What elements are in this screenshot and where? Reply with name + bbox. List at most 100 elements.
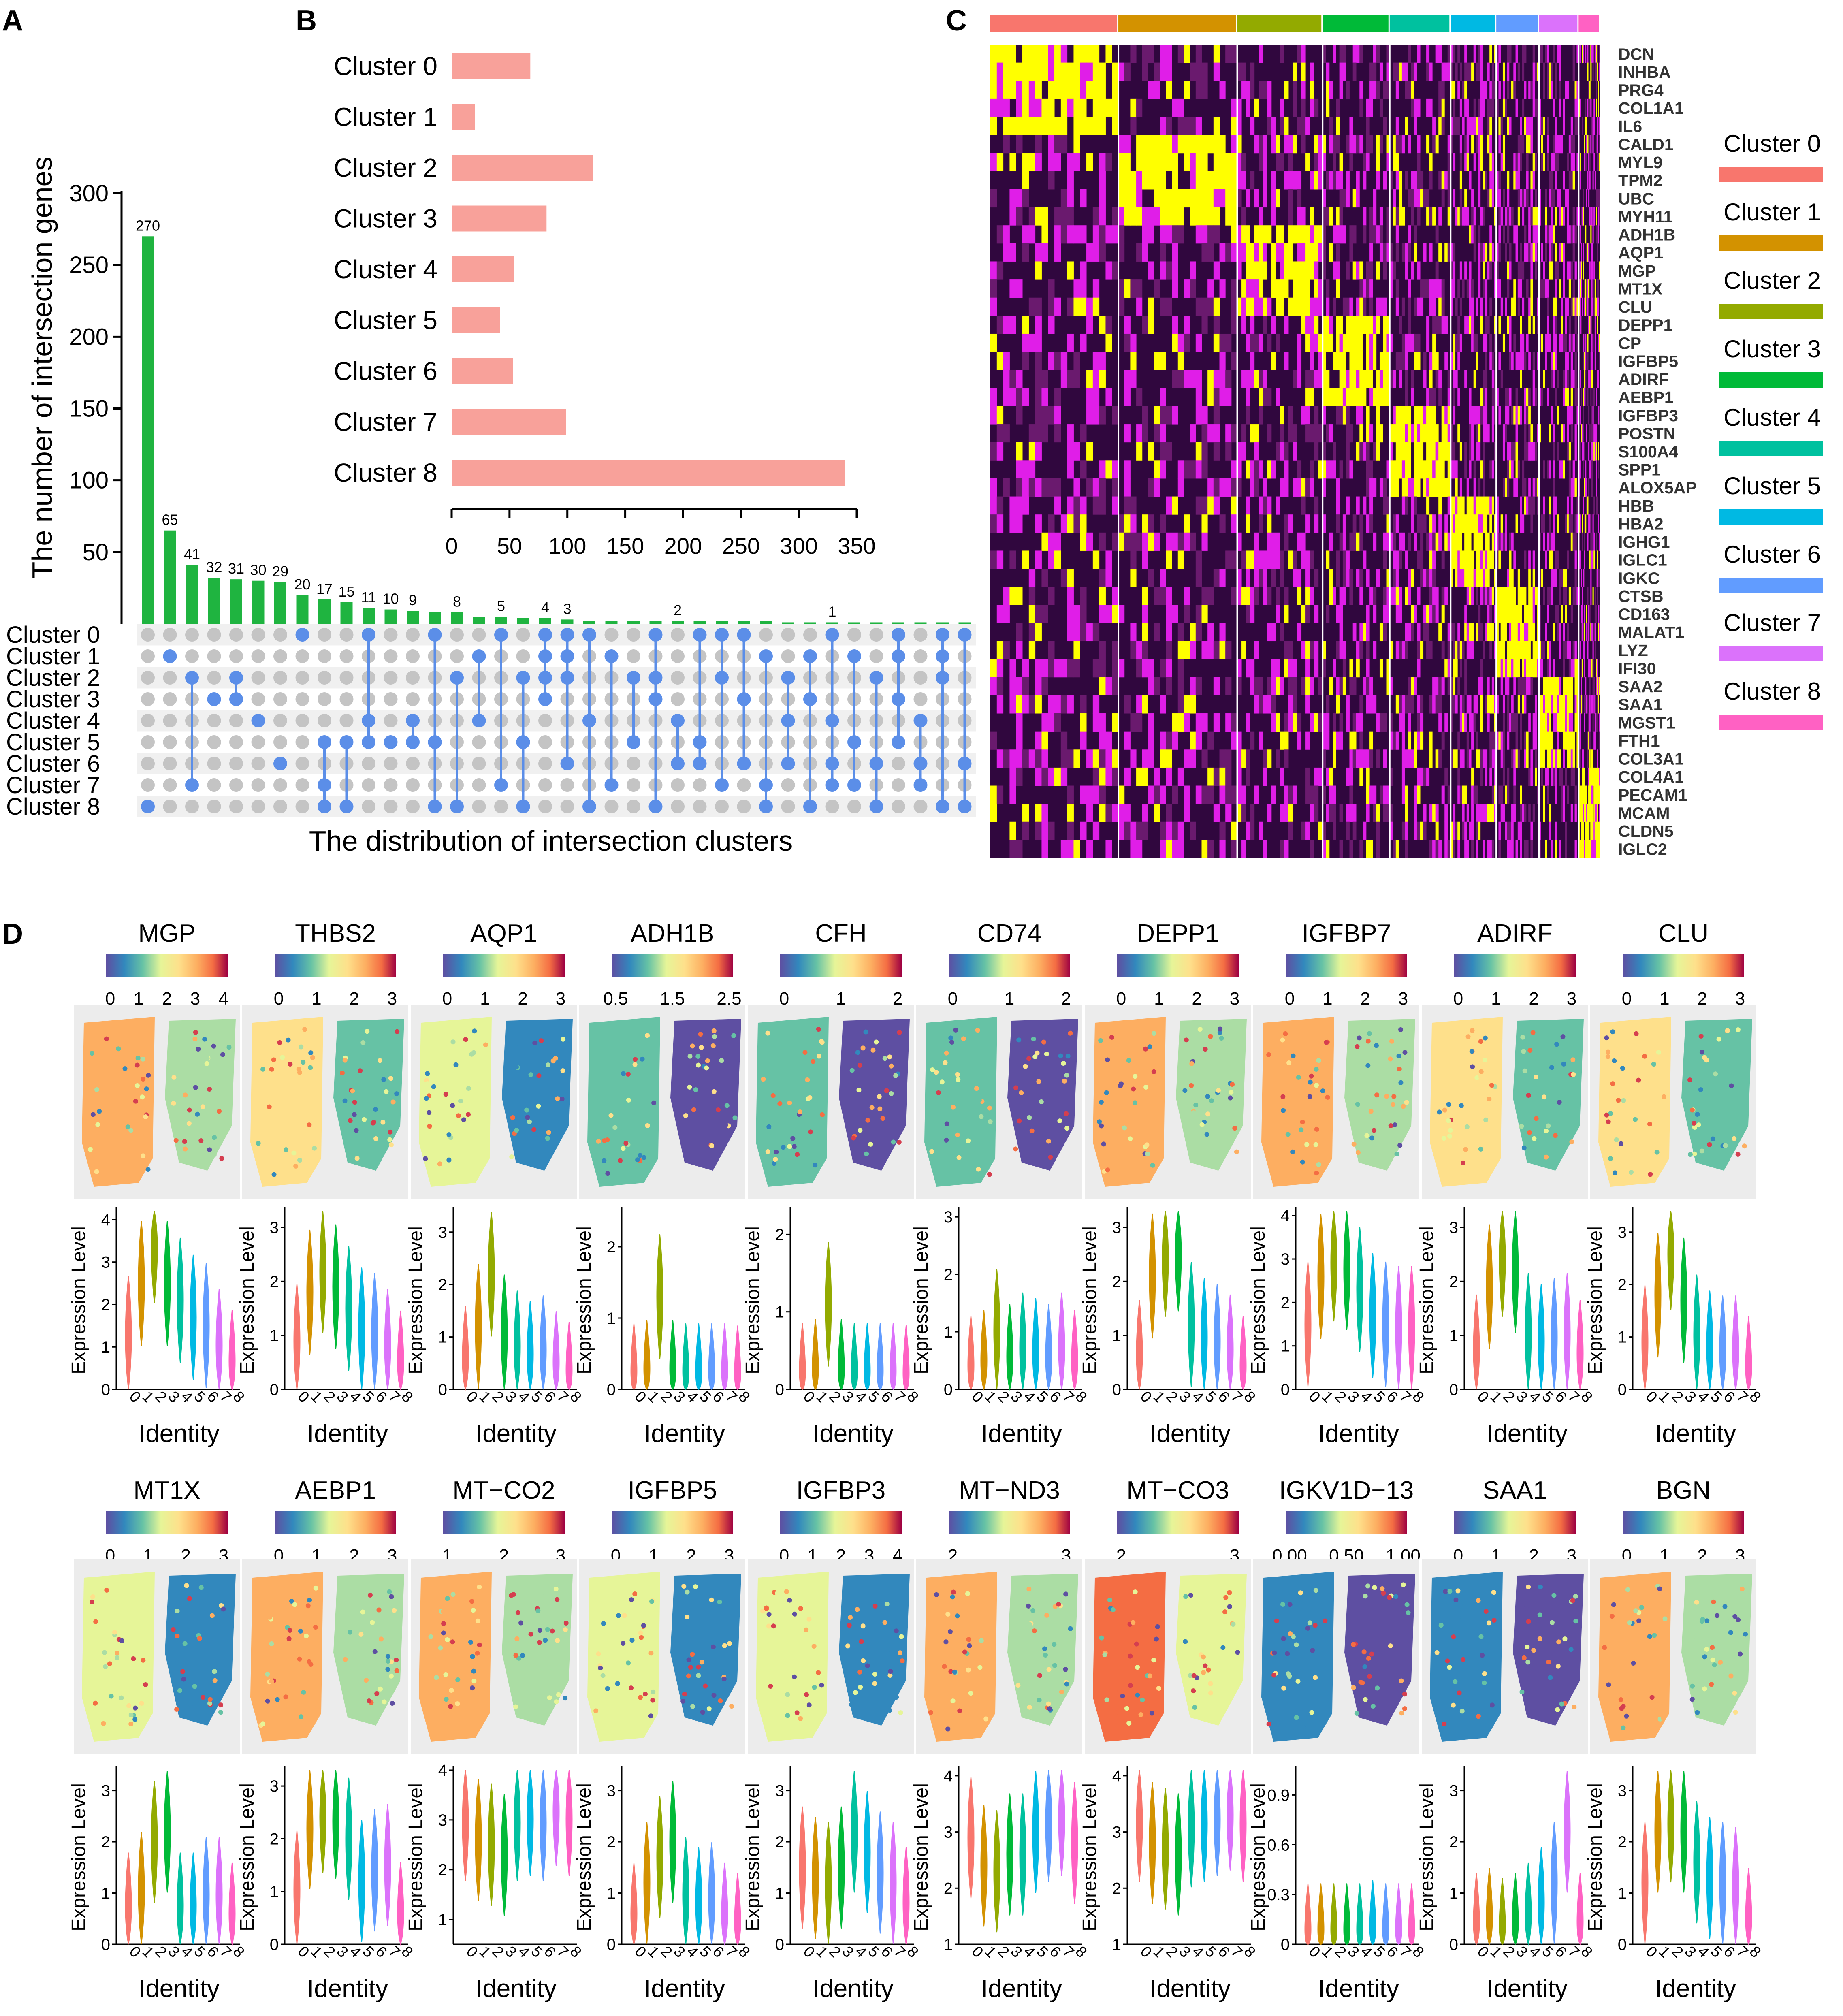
- heatmap-cell: [1464, 840, 1467, 858]
- matrix-dot-inactive: [538, 757, 552, 770]
- heatmap-cell: [1426, 62, 1430, 81]
- upset-bar: [340, 602, 353, 624]
- heatmap-cell: [1545, 550, 1547, 569]
- hbar: [452, 155, 593, 181]
- heatmap-cell: [1565, 695, 1567, 714]
- heatmap-cell: [1219, 333, 1226, 352]
- heatmap-cell: [1547, 677, 1549, 695]
- heatmap-cell: [1522, 478, 1525, 497]
- heatmap-cell: [1130, 532, 1137, 551]
- heatmap-cell: [1588, 243, 1590, 262]
- heatmap-cell: [1496, 659, 1499, 678]
- heatmap-cell: [1349, 749, 1353, 768]
- heatmap-cell: [1263, 297, 1267, 316]
- heatmap-cell: [1339, 840, 1343, 858]
- heatmap-cell: [1310, 587, 1314, 605]
- identity-tick-label: 0: [126, 1388, 144, 1406]
- heatmap-cell: [1389, 677, 1393, 695]
- heatmap-cell: [1462, 641, 1465, 659]
- heatmap-cell: [1329, 388, 1333, 406]
- heatmap-cell: [1393, 840, 1396, 858]
- tissue-spot: [134, 1083, 140, 1088]
- heatmap-cell: [1561, 695, 1563, 714]
- heatmap-cell: [1591, 767, 1593, 786]
- heatmap-cell: [1478, 532, 1481, 551]
- heatmap-cell: [1376, 261, 1380, 280]
- tissue-spot: [618, 1158, 623, 1163]
- heatmap-cell: [1539, 98, 1541, 117]
- heatmap-cell: [1399, 532, 1402, 551]
- heatmap-cell: [1466, 514, 1469, 533]
- heatmap-cell: [1041, 659, 1048, 678]
- heatmap-cell: [1099, 316, 1106, 334]
- heatmap-cell: [1485, 316, 1488, 334]
- heatmap-cell: [1092, 207, 1100, 226]
- heatmap-cell: [1339, 713, 1343, 732]
- heatmap-cell: [1369, 460, 1373, 479]
- panel-label-a: A: [2, 4, 23, 37]
- heatmap-cell: [1207, 207, 1214, 226]
- heatmap-cell: [1411, 749, 1414, 768]
- heatmap-cell: [1526, 605, 1529, 623]
- heatmap-cell: [1284, 587, 1289, 605]
- heatmap-cell: [1405, 117, 1408, 135]
- heatmap-cell: [1522, 261, 1525, 280]
- heatmap-cell: [1160, 62, 1166, 81]
- tissue-spot: [709, 1112, 715, 1118]
- heatmap-cell: [1478, 243, 1481, 262]
- heatmap-cell: [1154, 352, 1160, 370]
- heatmap-cell: [1405, 587, 1408, 605]
- tissue-spot: [200, 1104, 205, 1109]
- heatmap-cell: [1411, 62, 1414, 81]
- gene-label: PECAM1: [1618, 786, 1687, 804]
- heatmap-cell: [1356, 659, 1360, 678]
- heatmap-cell: [1471, 135, 1474, 154]
- heatmap-cell: [1494, 532, 1497, 551]
- heatmap-cell: [990, 333, 997, 352]
- heatmap-cell: [1528, 352, 1531, 370]
- heatmap-cell: [1009, 45, 1016, 63]
- heatmap-cell: [1585, 821, 1587, 840]
- heatmap-cell: [1441, 98, 1445, 117]
- heatmap-cell: [1401, 532, 1405, 551]
- heatmap-cell: [1464, 532, 1467, 551]
- heatmap-cell: [1349, 677, 1353, 695]
- heatmap-cell: [1366, 659, 1370, 678]
- heatmap-cell: [1408, 297, 1411, 316]
- heatmap-cell: [1259, 225, 1263, 244]
- heatmap-cell: [1225, 677, 1232, 695]
- hbar: [452, 409, 566, 435]
- tissue-spot: [446, 1157, 452, 1163]
- heatmap-cell: [1507, 388, 1510, 406]
- heatmap-cell: [1543, 804, 1545, 822]
- category-label: Cluster 6: [334, 356, 437, 386]
- violin-shape: [527, 1301, 534, 1390]
- heatmap-cell: [1528, 713, 1531, 732]
- heatmap-cell: [1459, 442, 1462, 461]
- tissue-spot: [395, 1029, 400, 1034]
- heatmap-cell: [1009, 785, 1016, 804]
- set-label: Cluster 6: [6, 751, 100, 777]
- heatmap-cell: [1511, 840, 1514, 858]
- heatmap-cell: [1599, 677, 1600, 695]
- heatmap-cell: [1142, 821, 1148, 840]
- heatmap-cell: [996, 749, 1004, 768]
- heatmap-cell: [1576, 45, 1579, 63]
- heatmap-cell: [1547, 297, 1549, 316]
- heatmap-cell: [1423, 406, 1427, 425]
- heatmap-cell: [1520, 804, 1522, 822]
- heatmap-cell: [1201, 316, 1208, 334]
- heatmap-cell: [1267, 532, 1272, 551]
- heatmap-cell: [1574, 804, 1577, 822]
- heatmap-cell: [1288, 297, 1293, 316]
- heatmap-cell: [1284, 261, 1289, 280]
- heatmap-cell: [1464, 261, 1467, 280]
- tissue-spot: [645, 1123, 650, 1128]
- heatmap-cell: [1561, 804, 1563, 822]
- matrix-dot-inactive: [207, 778, 221, 792]
- gene-label: IFI30: [1618, 659, 1656, 678]
- heatmap-cell: [1276, 135, 1280, 154]
- heatmap-cell: [1511, 659, 1514, 678]
- heatmap-cell: [1447, 840, 1451, 858]
- heatmap-cell: [1563, 261, 1565, 280]
